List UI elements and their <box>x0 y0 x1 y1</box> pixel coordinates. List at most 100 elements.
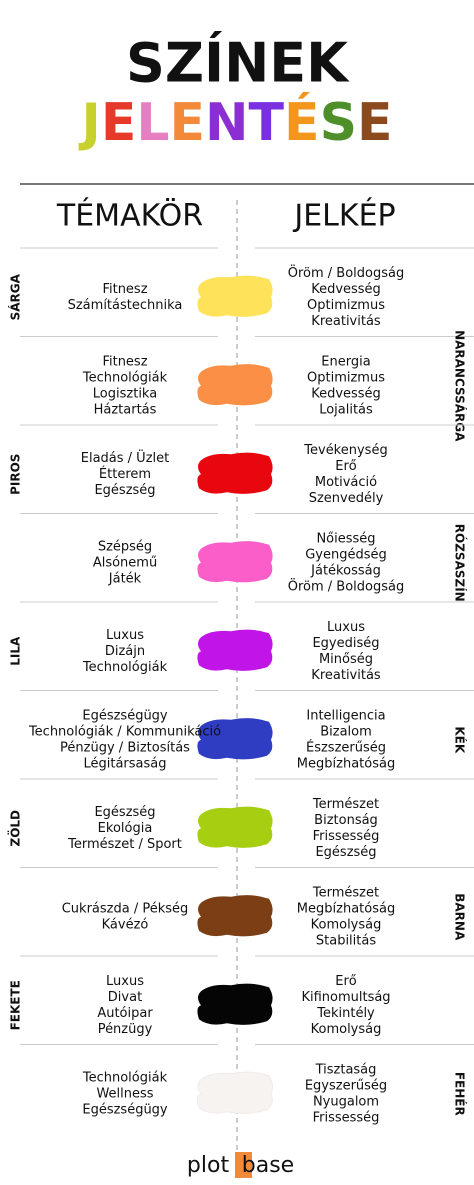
topic: Játék <box>108 571 142 586</box>
topic: Légitársaság <box>83 756 166 771</box>
paint-swatch <box>197 275 273 317</box>
header-right: JELKÉP <box>292 198 395 234</box>
meaning: Stabilitás <box>316 933 376 948</box>
meaning: Komolyság <box>311 1022 382 1037</box>
topic: Autóipar <box>97 1006 153 1021</box>
meaning: Kedvesség <box>311 282 381 297</box>
subtitle: JELENTÉSE <box>78 92 392 153</box>
meaning: Észszerűség <box>306 739 386 755</box>
topic: Alsónemű <box>93 555 157 570</box>
paint-swatch <box>197 629 273 671</box>
topic: Természet / Sport <box>67 837 182 852</box>
meaning: Lojalitás <box>319 402 373 417</box>
meaning: Tekintély <box>316 1006 375 1021</box>
meaning: Komolyság <box>311 917 382 932</box>
topic: Technológiák <box>82 660 168 675</box>
meaning: Tisztaság <box>315 1062 377 1077</box>
logo-box <box>235 1152 252 1178</box>
paint-swatch <box>197 718 273 760</box>
color-name: SÁRGA <box>8 273 23 320</box>
header-left: TÉMAKÖR <box>56 198 203 234</box>
topic: Luxus <box>106 974 144 989</box>
topic: Luxus <box>106 628 144 643</box>
paint-swatch <box>197 452 273 494</box>
meaning: Gyengédség <box>305 547 387 562</box>
topic: Ekológia <box>98 821 153 836</box>
topic: Pénzügy / Biztosítás <box>60 740 190 755</box>
topic: Cukrászda / Pékség <box>62 901 189 916</box>
meaning: Kifinomultság <box>301 990 390 1005</box>
meaning: Frissesség <box>313 1110 380 1125</box>
meaning: Szenvedély <box>309 491 384 506</box>
meaning: Egyediség <box>312 636 379 651</box>
meaning: Természet <box>312 885 379 900</box>
meaning: Erő <box>335 459 357 474</box>
topic: Pénzügy <box>98 1022 153 1037</box>
paint-swatch <box>197 364 273 406</box>
color-name: ZÖLD <box>8 810 23 847</box>
logo-left: plot <box>187 1153 230 1178</box>
meaning: Biztonság <box>314 813 378 828</box>
topic: Divat <box>108 990 142 1005</box>
meaning: Optimizmus <box>307 298 385 313</box>
color-name: LILA <box>9 636 23 666</box>
meaning: Erő <box>335 974 357 989</box>
meaning: Természet <box>312 797 379 812</box>
meaning: Intelligencia <box>306 708 385 723</box>
topic: Logisztika <box>93 386 157 401</box>
paint-swatch <box>197 806 273 848</box>
meaning: Energia <box>321 354 370 369</box>
topic: Wellness <box>96 1086 153 1101</box>
color-name: RÓZSASZÍN <box>453 524 468 602</box>
meaning: Nyugalom <box>313 1094 379 1109</box>
paint-swatch <box>197 983 273 1025</box>
color-name: NARANCSSÁRGA <box>453 330 468 442</box>
topic: Egészségügy <box>82 708 168 723</box>
meaning: Tevékenység <box>303 443 387 458</box>
topic: Technológiák <box>82 1070 168 1085</box>
color-name: PIROS <box>9 454 23 495</box>
meaning: Motiváció <box>315 475 377 490</box>
meaning: Öröm / Boldogság <box>288 264 405 281</box>
topic: Egészség <box>94 805 155 820</box>
topic: Szépség <box>98 539 152 554</box>
topic: Háztartás <box>94 402 157 417</box>
paint-swatch <box>197 895 273 937</box>
paint-swatch <box>197 541 273 583</box>
meaning: Kedvesség <box>311 386 381 401</box>
meaning: Frissesség <box>313 829 380 844</box>
topic: Technológiák <box>82 370 168 385</box>
topic: Fitnesz <box>102 282 147 297</box>
topic: Eladás / Üzlet <box>81 449 169 466</box>
logo-right: base <box>242 1153 294 1178</box>
topic: Számítástechnika <box>68 298 183 313</box>
meaning: Nőiesség <box>316 531 375 546</box>
meaning: Luxus <box>327 620 365 635</box>
topic: Technológiák / Kommunikáció <box>28 724 221 739</box>
topic: Kávézó <box>102 917 149 932</box>
color-name: FEHÉR <box>453 1072 468 1116</box>
color-name: KÉK <box>453 726 468 753</box>
meaning: Megbízhatóság <box>297 756 395 771</box>
meaning: Kreativitás <box>311 668 381 683</box>
paint-swatch <box>196 1071 274 1114</box>
meaning: Optimizmus <box>307 370 385 385</box>
meaning: Egészség <box>315 845 376 860</box>
meaning: Játékosság <box>310 563 381 578</box>
topic: Étterem <box>99 466 151 482</box>
color-name: BARNA <box>453 893 467 941</box>
meaning: Minőség <box>319 652 373 667</box>
meaning: Bizalom <box>320 724 372 739</box>
topic: Egészség <box>94 483 155 498</box>
meaning: Megbízhatóság <box>297 901 395 916</box>
topic: Fitnesz <box>102 354 147 369</box>
meaning: Kreativitás <box>311 314 381 329</box>
meaning: Egyszerűség <box>305 1078 387 1093</box>
topic: Egészségügy <box>82 1102 168 1117</box>
topic: Dizájn <box>105 644 145 659</box>
meaning: Öröm / Boldogság <box>288 577 405 594</box>
color-name: FEKETE <box>9 980 23 1030</box>
title: SZÍNEK <box>126 32 350 95</box>
